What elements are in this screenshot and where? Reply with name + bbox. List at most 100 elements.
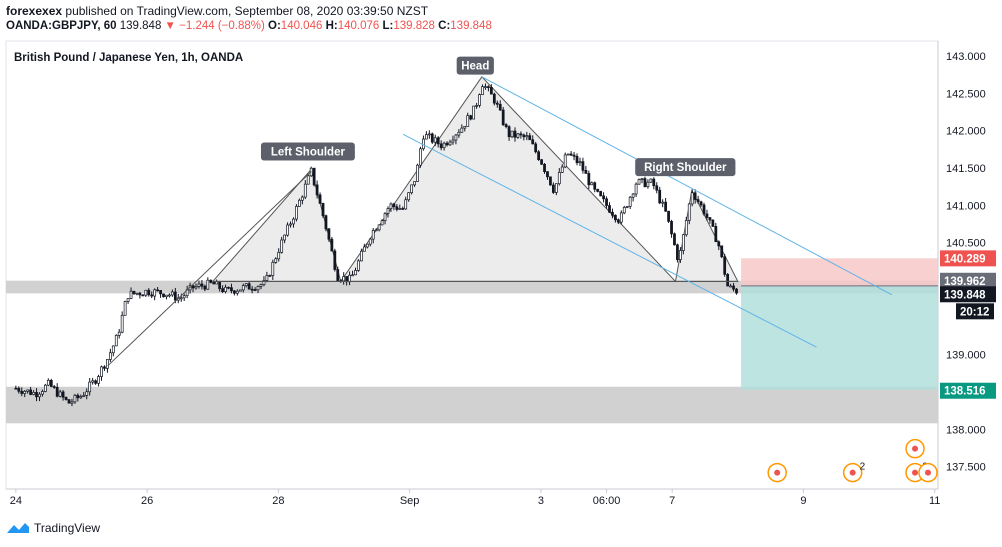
tradingview-brand: TradingView [34,521,101,535]
event-dot [849,469,856,476]
candle-body [687,203,691,221]
candle-body [156,289,159,292]
y-tick-label: 137.500 [946,462,986,474]
candle-body [233,290,236,294]
candle-body [289,223,292,226]
price-tag-box [940,286,996,303]
candle-body [386,208,390,214]
candle-body [658,189,662,204]
candle-body [717,241,721,247]
candle-body [605,198,608,206]
price-tag-label: 20:12 [960,306,989,318]
candle-body [581,161,585,171]
annotation-label: Head [461,61,489,73]
candle-body [637,179,641,185]
candle-body [250,288,254,291]
candle-body [209,279,213,283]
candle-body [262,280,266,285]
y-tick-label: 143.000 [946,51,986,63]
candle-body [20,390,24,394]
candle-body [318,194,322,204]
channel-lower-line [402,133,817,348]
annotation-label-box [260,142,355,161]
candle-body [82,395,86,397]
candle-body [235,290,239,294]
candle-body [531,139,535,145]
high-value: 140.076 [337,20,380,32]
x-tick-label: 28 [272,495,284,507]
candle-body [360,250,363,262]
stop-loss-zone [741,258,938,286]
candle-body [655,185,659,191]
candle-body [123,301,127,316]
author-name[interactable]: forexexex [6,4,63,18]
x-tick-label: 24 [10,495,22,507]
down-arrow-icon: ▼ [164,20,176,32]
candle-body [277,252,281,260]
candle-body [88,381,92,393]
candle-body [206,279,210,290]
candle-body [292,218,295,225]
candle-body [55,386,59,397]
candle-body [371,230,375,240]
candle-body [557,172,561,185]
candle-body [321,203,325,217]
x-tick-label: 3 [538,495,544,507]
candle-body [549,176,552,186]
candle-body [365,243,369,248]
candle-body [608,205,611,213]
candle-body [702,204,706,215]
candle-body [230,287,233,292]
candle-body [451,139,455,143]
candle-body [628,196,632,207]
candle-body [351,274,354,277]
candle-body [528,135,532,141]
candle-body [469,115,473,120]
candle-body [587,173,591,186]
last-price: 139.848 [119,20,162,32]
candle-body [407,192,411,201]
candle-body [203,285,207,290]
candle-body [714,226,718,243]
candle-body [563,154,567,168]
candle-body [342,276,346,282]
candle-body [599,191,603,197]
candle-body [49,379,53,387]
candle-body [472,105,476,120]
x-tick-label: 26 [141,495,153,507]
candle-body [46,379,50,386]
candle-body [162,293,165,298]
candle-body [634,183,638,195]
candle-body [519,133,523,136]
x-tick-label: 06:00 [593,495,621,507]
candle-body [676,244,679,260]
annotation-label: Right Shoulder [644,162,727,174]
chart-title: British Pound / Japanese Yen, 1h, OANDA [14,52,243,64]
candle-body [29,389,32,395]
candle-body [525,135,529,138]
candle-body [560,166,564,173]
candle-body [510,130,514,138]
candle-body [256,286,260,291]
candle-body [684,220,688,236]
candle-body [191,285,195,289]
candle-body [312,167,316,186]
candle-body [271,261,275,276]
candle-body [484,86,487,88]
candle-body [442,142,446,149]
y-tick-label: 142.500 [946,88,986,100]
price-tag-box [940,382,996,399]
annotation-label-box [635,158,736,177]
candle-body [554,183,558,193]
y-tick-label: 138.000 [946,424,986,436]
candle-body [664,201,668,212]
candle-body [159,290,162,295]
candle-body [619,212,623,223]
candle-body [117,331,121,336]
candle-body [200,283,204,287]
candle-body [448,141,452,146]
tradingview-logo-icon [7,523,29,533]
candle-body [413,181,416,186]
symbol-label: OANDA:GBPJPY, 60 [6,20,117,32]
